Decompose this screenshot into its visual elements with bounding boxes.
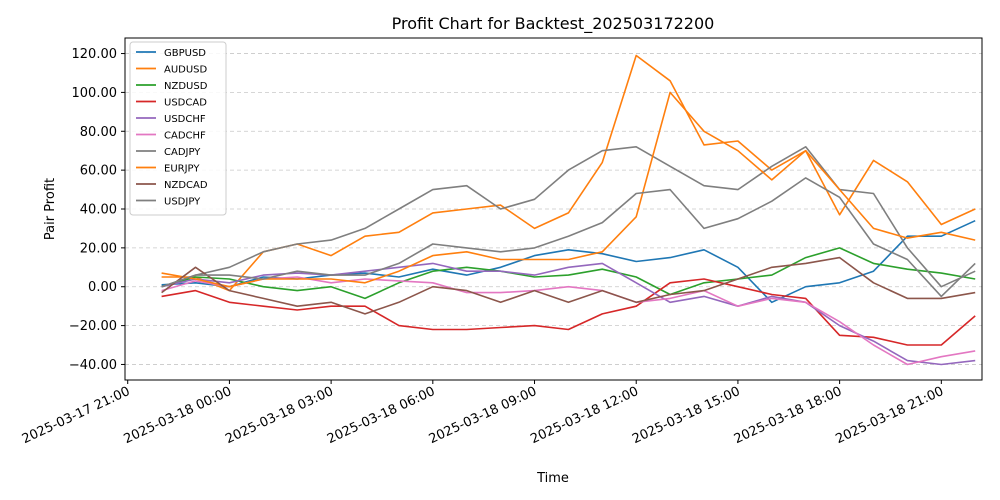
y-axis-label: Pair Profit bbox=[43, 178, 58, 240]
series-line-eurjpy bbox=[161, 91, 976, 288]
series-line-cadchf bbox=[161, 276, 976, 366]
legend: GBPUSD AUDUSD NZDUSD USDCAD USDCHF CADCHF CADJ… bbox=[129, 41, 227, 216]
series-line-usdchf bbox=[161, 262, 976, 366]
legend-label: USDJPY bbox=[164, 197, 201, 208]
chart-title: Profit Chart for Backtest_202503172200 bbox=[392, 14, 715, 34]
series-line-usdjpy bbox=[161, 177, 976, 298]
legend-label: NZDUSD bbox=[164, 81, 208, 92]
y-tick-label: −20.00 bbox=[69, 319, 117, 334]
y-tick-label: 80.00 bbox=[80, 125, 117, 140]
series-line-nzdusd bbox=[161, 247, 976, 300]
y-tick-label: 20.00 bbox=[80, 241, 117, 256]
legend-label: USDCHF bbox=[164, 114, 206, 125]
y-tick-label: 40.00 bbox=[80, 203, 117, 218]
legend-label: EURJPY bbox=[164, 164, 200, 175]
legend-label: CADJPY bbox=[164, 147, 201, 158]
y-tick-label: 120.00 bbox=[72, 47, 118, 62]
legend-label: CADCHF bbox=[164, 131, 206, 142]
series-layer bbox=[161, 54, 976, 366]
legend-label: NZDCAD bbox=[164, 180, 208, 191]
y-tick-label: 60.00 bbox=[80, 164, 117, 179]
legend-label: GBPUSD bbox=[164, 48, 206, 59]
y-tick-label: 100.00 bbox=[72, 86, 118, 101]
x-axis-label: Time bbox=[536, 471, 569, 486]
series-line-usdcad bbox=[161, 278, 976, 346]
legend-label: AUDUSD bbox=[164, 65, 208, 76]
y-tick-label: 0.00 bbox=[88, 280, 117, 295]
y-tick-label: −40.00 bbox=[69, 358, 117, 373]
legend-label: USDCAD bbox=[164, 98, 207, 109]
series-line-nzdcad bbox=[161, 256, 976, 315]
